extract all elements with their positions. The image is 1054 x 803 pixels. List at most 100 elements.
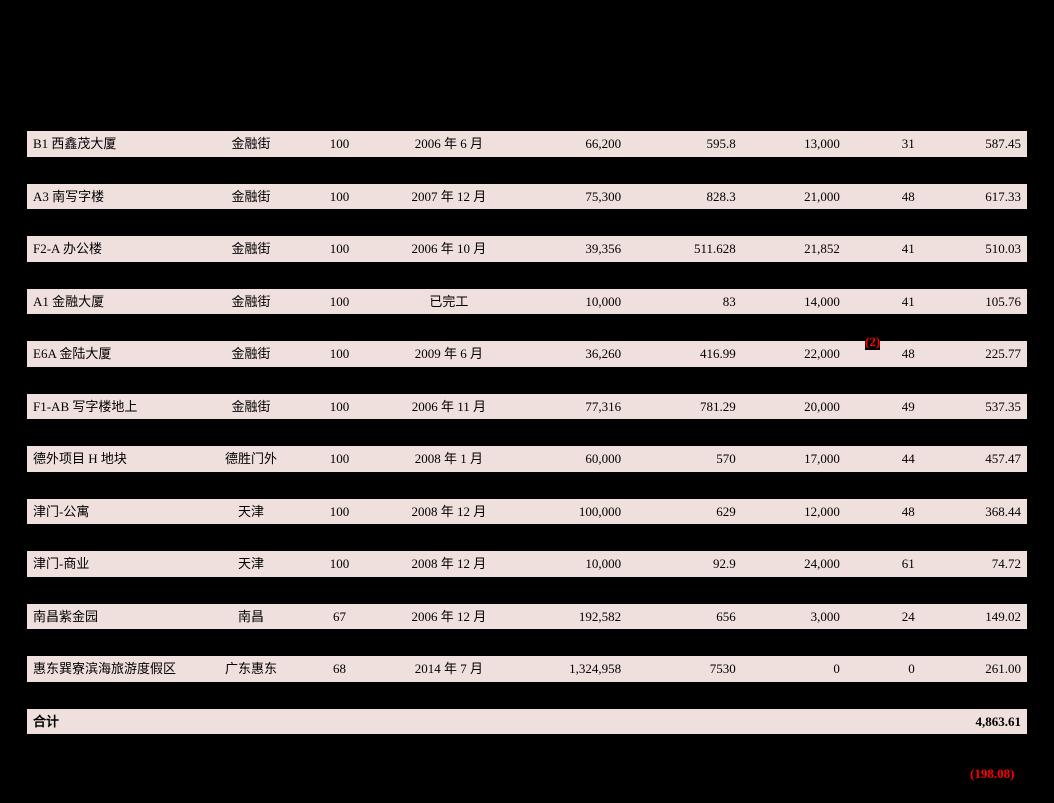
table-row: A3 南写字楼金融街1002007 年 12 月75,300828.321,00… <box>27 183 1027 210</box>
table-row: F2-A 办公楼金融街1002006 年 10 月39,356511.62821… <box>27 236 1027 263</box>
cell-v7: 12,000 <box>746 498 850 525</box>
cell-date: 2014 年 7 月 <box>381 656 516 683</box>
cell-date: 2006 年 11 月 <box>381 393 516 420</box>
cell-v9: 510.03 <box>923 236 1027 263</box>
cell-name: 南昌紫金园 <box>27 603 204 630</box>
cell-name: F1-AB 写字楼地上 <box>27 393 204 420</box>
cell-v8: 41 <box>850 288 923 315</box>
cell-area: 10,000 <box>517 288 632 315</box>
cell-v7: 21,000 <box>746 183 850 210</box>
cell-location: 金融街 <box>204 341 298 368</box>
cell-v9: 225.77 <box>923 341 1027 368</box>
table-row: A1 金融大厦金融街100已完工10,0008314,00041105.76 <box>27 288 1027 315</box>
spacer-row <box>27 210 1027 236</box>
cell-v9: 617.33 <box>923 183 1027 210</box>
total-label: 合计 <box>27 708 204 735</box>
cell-date: 2008 年 12 月 <box>381 498 516 525</box>
cell-v7: 13,000 <box>746 131 850 158</box>
cell-v8: 48 <box>850 341 923 368</box>
cell-location: 金融街 <box>204 131 298 158</box>
cell-percent: 100 <box>298 498 381 525</box>
cell-v6: 595.8 <box>631 131 746 158</box>
cell-v6: 511.628 <box>631 236 746 263</box>
cell-location: 天津 <box>204 551 298 578</box>
table-row: B1 西鑫茂大厦金融街1002006 年 6 月66,200595.813,00… <box>27 131 1027 158</box>
cell-v8: 31 <box>850 131 923 158</box>
cell-date: 2006 年 12 月 <box>381 603 516 630</box>
cell-area: 39,356 <box>517 236 632 263</box>
cell-percent: 100 <box>298 288 381 315</box>
cell-name: E6A 金陆大厦 <box>27 341 204 368</box>
cell-percent: 100 <box>298 446 381 473</box>
cell-percent: 100 <box>298 183 381 210</box>
cell-v8: 41 <box>850 236 923 263</box>
cell-date: 2007 年 12 月 <box>381 183 516 210</box>
cell-name: A1 金融大厦 <box>27 288 204 315</box>
cell-name: 津门-公寓 <box>27 498 204 525</box>
cell-v9: 587.45 <box>923 131 1027 158</box>
spacer-row <box>27 262 1027 288</box>
annotation-2: (198.08) <box>970 766 1014 782</box>
cell-name: 德外项目 H 地块 <box>27 446 204 473</box>
cell-percent: 68 <box>298 656 381 683</box>
cell-v9: 368.44 <box>923 498 1027 525</box>
spacer-row <box>27 472 1027 498</box>
cell-v8: 48 <box>850 183 923 210</box>
cell-v8: 24 <box>850 603 923 630</box>
table-row: 惠东巽寮滨海旅游度假区广东惠东682014 年 7 月1,324,9587530… <box>27 656 1027 683</box>
cell-area: 1,324,958 <box>517 656 632 683</box>
cell-area: 77,316 <box>517 393 632 420</box>
cell-v9: 105.76 <box>923 288 1027 315</box>
cell-date: 2009 年 6 月 <box>381 341 516 368</box>
cell-v7: 24,000 <box>746 551 850 578</box>
cell-v7: 0 <box>746 656 850 683</box>
cell-v7: 21,852 <box>746 236 850 263</box>
cell-v9: 74.72 <box>923 551 1027 578</box>
cell-v8: 49 <box>850 393 923 420</box>
cell-v6: 656 <box>631 603 746 630</box>
cell-location: 南昌 <box>204 603 298 630</box>
cell-location: 金融街 <box>204 288 298 315</box>
spacer-row <box>27 525 1027 551</box>
cell-area: 10,000 <box>517 551 632 578</box>
cell-area: 100,000 <box>517 498 632 525</box>
table-row: 津门-商业天津1002008 年 12 月10,00092.924,000617… <box>27 551 1027 578</box>
spacer-row <box>27 577 1027 603</box>
cell-date: 2006 年 10 月 <box>381 236 516 263</box>
cell-v6: 7530 <box>631 656 746 683</box>
cell-date: 2008 年 12 月 <box>381 551 516 578</box>
cell-v9: 537.35 <box>923 393 1027 420</box>
cell-date: 2008 年 1 月 <box>381 446 516 473</box>
cell-percent: 100 <box>298 236 381 263</box>
cell-v6: 416.99 <box>631 341 746 368</box>
cell-area: 66,200 <box>517 131 632 158</box>
cell-location: 广东惠东 <box>204 656 298 683</box>
cell-percent: 100 <box>298 551 381 578</box>
cell-v6: 570 <box>631 446 746 473</box>
total-row: 合计4,863.61 <box>27 708 1027 735</box>
cell-location: 天津 <box>204 498 298 525</box>
cell-v6: 92.9 <box>631 551 746 578</box>
cell-v6: 83 <box>631 288 746 315</box>
cell-v9: 457.47 <box>923 446 1027 473</box>
cell-area: 60,000 <box>517 446 632 473</box>
cell-v6: 828.3 <box>631 183 746 210</box>
cell-v8: 61 <box>850 551 923 578</box>
cell-name: 惠东巽寮滨海旅游度假区 <box>27 656 204 683</box>
cell-area: 192,582 <box>517 603 632 630</box>
cell-date: 已完工 <box>381 288 516 315</box>
property-table: B1 西鑫茂大厦金融街1002006 年 6 月66,200595.813,00… <box>27 130 1027 736</box>
cell-percent: 67 <box>298 603 381 630</box>
cell-location: 金融街 <box>204 393 298 420</box>
cell-v9: 261.00 <box>923 656 1027 683</box>
cell-percent: 100 <box>298 341 381 368</box>
table-row: 南昌紫金园南昌672006 年 12 月192,5826563,00024149… <box>27 603 1027 630</box>
spacer-row <box>27 157 1027 183</box>
cell-v9: 149.02 <box>923 603 1027 630</box>
cell-v7: 20,000 <box>746 393 850 420</box>
cell-percent: 100 <box>298 393 381 420</box>
cell-v6: 629 <box>631 498 746 525</box>
cell-name: 津门-商业 <box>27 551 204 578</box>
spacer-row <box>27 682 1027 708</box>
cell-v6: 781.29 <box>631 393 746 420</box>
